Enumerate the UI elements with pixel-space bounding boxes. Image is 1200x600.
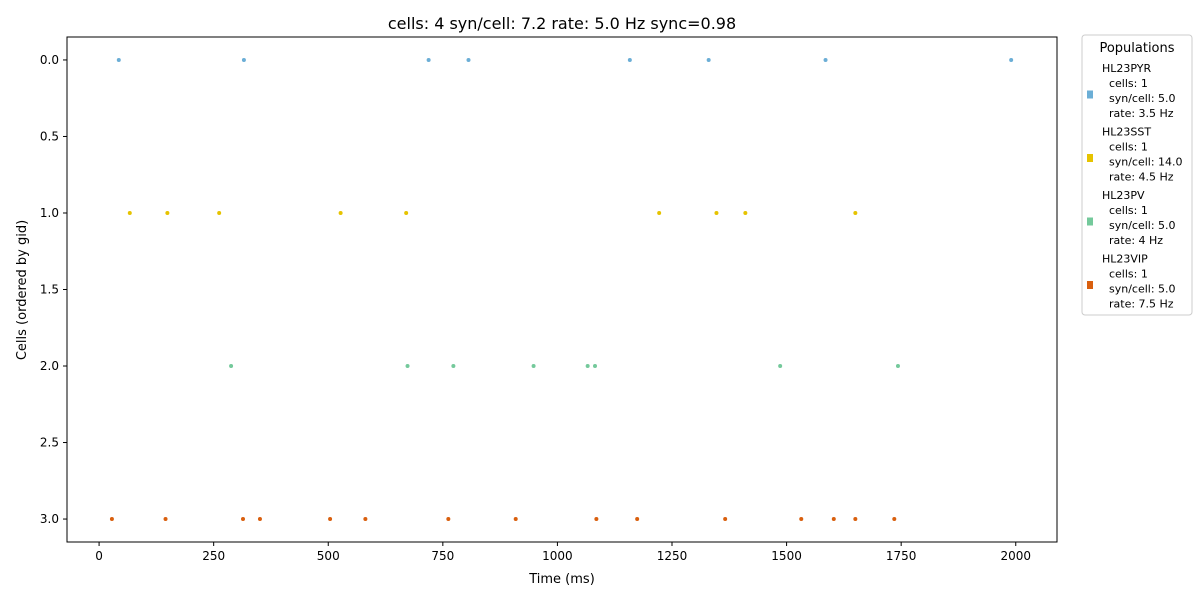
legend-series-detail: rate: 4.5 Hz <box>1102 171 1174 184</box>
x-tick-label: 1000 <box>542 549 573 563</box>
y-tick-label: 1.5 <box>40 283 59 297</box>
legend-swatch <box>1087 217 1093 226</box>
spike-point <box>531 364 536 369</box>
legend-series-name: HL23VIP <box>1102 253 1148 266</box>
spike-point <box>328 517 333 522</box>
spike-point <box>799 517 804 522</box>
spike-point <box>165 210 170 215</box>
legend-series-detail: cells: 1 <box>1102 141 1148 154</box>
legend-series-detail: cells: 1 <box>1102 77 1148 90</box>
legend-series-detail: syn/cell: 5.0 <box>1102 219 1176 232</box>
legend-series-detail: rate: 4 Hz <box>1102 234 1163 247</box>
spike-point <box>241 57 246 62</box>
spike-point <box>635 517 640 522</box>
spike-point <box>706 57 711 62</box>
spike-point <box>895 364 900 369</box>
x-tick-label: 1250 <box>657 549 688 563</box>
legend-series-detail: cells: 1 <box>1102 204 1148 217</box>
y-axis-label: Cells (ordered by gid) <box>15 220 30 360</box>
legend-series-name: HL23PYR <box>1102 62 1152 75</box>
legend-series-detail: cells: 1 <box>1102 268 1148 281</box>
y-tick-label: 0.0 <box>40 53 59 67</box>
legend-series-name: HL23PV <box>1102 189 1145 202</box>
x-tick-label: 250 <box>202 549 225 563</box>
legend-series-detail: syn/cell: 5.0 <box>1102 92 1176 105</box>
spike-point <box>404 210 409 215</box>
spike-point <box>513 517 518 522</box>
y-tick-label: 2.0 <box>40 359 59 373</box>
legend-series-detail: syn/cell: 14.0 <box>1102 156 1183 169</box>
legend-entries: HL23PYR cells: 1 syn/cell: 5.0 rate: 3.5… <box>1087 62 1183 311</box>
x-tick-label: 750 <box>431 549 454 563</box>
spike-point <box>585 364 590 369</box>
legend: Populations HL23PYR cells: 1 syn/cell: 5… <box>1081 34 1193 316</box>
spike-point <box>451 364 456 369</box>
spike-point <box>714 210 719 215</box>
spike-point <box>593 364 597 369</box>
spike-point <box>594 517 599 522</box>
spike-point <box>723 517 728 522</box>
spike-point <box>217 210 222 215</box>
x-axis-label: Time (ms) <box>528 572 595 587</box>
spike-point <box>853 210 858 215</box>
legend-swatch <box>1087 90 1093 99</box>
x-tick-label: 500 <box>317 549 340 563</box>
y-tick-label: 2.5 <box>40 436 59 450</box>
spike-point <box>405 364 410 369</box>
spike-point <box>627 57 632 62</box>
spike-point <box>426 57 431 62</box>
spike-point <box>892 517 897 522</box>
x-axis: 0 250 500 750 1000 1250 1500 1750 2000 <box>95 542 1031 563</box>
legend-series-detail: rate: 7.5 Hz <box>1102 298 1174 311</box>
spike-point <box>831 517 836 522</box>
legend-series-detail: syn/cell: 5.0 <box>1102 283 1176 296</box>
spike-point <box>116 57 121 62</box>
y-tick-label: 3.0 <box>40 512 59 526</box>
legend-swatch <box>1087 281 1093 289</box>
chart-title: cells: 4 syn/cell: 7.2 rate: 5.0 Hz sync… <box>388 14 736 33</box>
spike-point <box>241 517 245 522</box>
spike-point <box>338 210 343 215</box>
spike-point <box>127 210 132 215</box>
legend-title: Populations <box>1099 41 1174 56</box>
spike-point <box>823 57 828 62</box>
spike-point <box>466 57 471 62</box>
y-axis: 0.0 0.5 1.0 1.5 2.0 2.5 3.0 <box>40 53 67 526</box>
spike-point <box>743 210 748 215</box>
legend-series-name: HL23SST <box>1102 126 1151 139</box>
spike-point <box>257 517 262 522</box>
spike-point <box>853 517 858 522</box>
y-tick-label: 1.0 <box>40 206 59 220</box>
spike-point <box>657 210 662 215</box>
legend-series-detail: rate: 3.5 Hz <box>1102 107 1174 120</box>
spike-point <box>1009 57 1014 62</box>
plot-area <box>66 36 1058 543</box>
x-tick-label: 2000 <box>1000 549 1031 563</box>
spike-point <box>446 517 451 522</box>
legend-frame <box>1081 34 1193 316</box>
spike-point <box>363 517 368 522</box>
spike-point <box>163 517 168 522</box>
spike-points <box>109 57 1014 522</box>
spike-point <box>778 364 783 369</box>
spike-point <box>109 517 114 522</box>
spike-point <box>229 364 234 369</box>
x-tick-label: 0 <box>95 549 103 563</box>
y-tick-label: 0.5 <box>40 129 59 143</box>
x-tick-label: 1750 <box>886 549 917 563</box>
x-tick-label: 1500 <box>771 549 802 563</box>
legend-swatch <box>1087 154 1093 162</box>
